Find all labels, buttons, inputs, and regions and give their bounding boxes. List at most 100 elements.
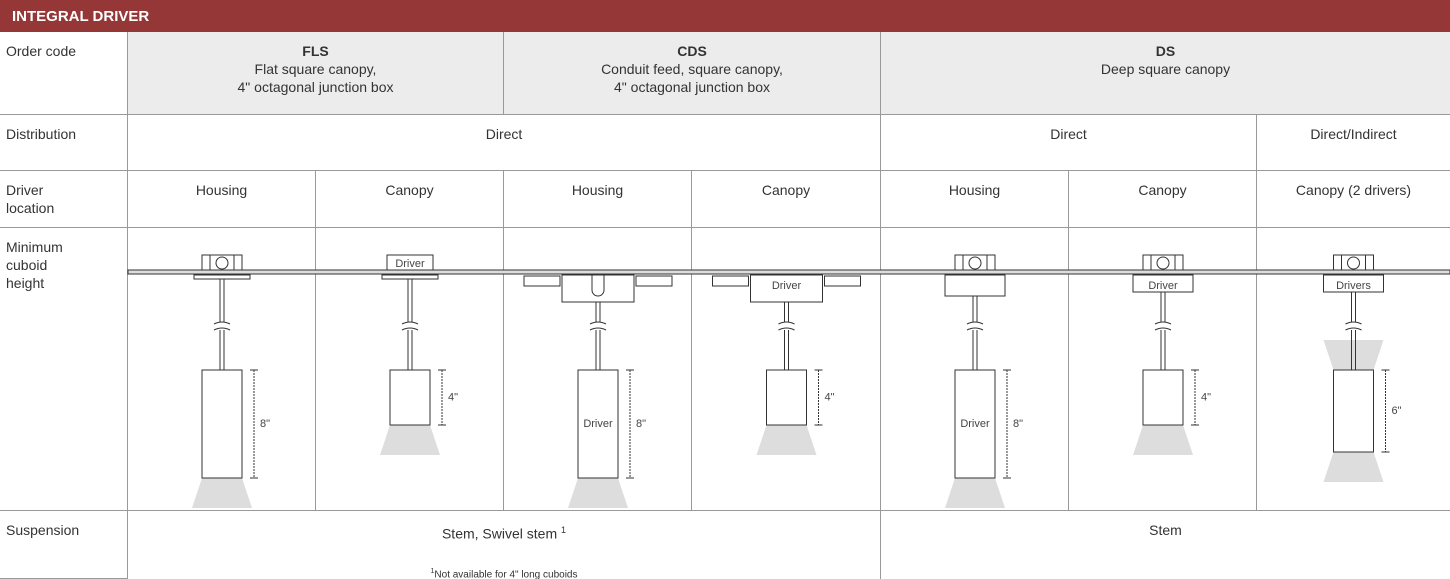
driver-location-cell: Housing xyxy=(128,171,316,228)
order-code: CDS xyxy=(677,43,707,59)
height-label: 4" xyxy=(825,391,835,403)
driver-location: Housing xyxy=(195,182,248,198)
distribution: Direct/Indirect xyxy=(1310,126,1397,142)
cuboid xyxy=(954,369,996,479)
stem-break xyxy=(967,322,983,330)
distribution-cell: Direct/Indirect xyxy=(1257,115,1450,171)
ceiling xyxy=(127,269,1450,275)
footnote-text: Not available for 4" long cuboids xyxy=(434,568,578,579)
driver-location-cell: Housing xyxy=(881,171,1069,228)
canopy-label: Drivers xyxy=(1336,280,1371,292)
canopy xyxy=(750,274,823,303)
suspension: Stem xyxy=(1149,522,1182,538)
footnote: 1Not available for 4" long cuboids xyxy=(128,563,880,579)
order-description: Flat square canopy, xyxy=(254,61,377,77)
break-mark xyxy=(589,321,607,331)
stem-break xyxy=(1155,322,1171,330)
footnote-mark: 1 xyxy=(561,525,567,535)
break-mark xyxy=(213,321,231,331)
height-label: 4" xyxy=(1201,391,1211,403)
row-label-cell: Distribution xyxy=(0,115,128,171)
order-code: FLS xyxy=(302,43,329,59)
distribution: Direct xyxy=(1050,126,1087,142)
light-cone xyxy=(1323,452,1384,482)
suspension-cell: Stem, Swivel stem 1 1Not available for 4… xyxy=(128,511,881,579)
cuboid xyxy=(766,369,807,426)
canopy-wing xyxy=(635,275,673,287)
distribution: Direct xyxy=(485,126,523,142)
order-code-cell: DS Deep square canopy xyxy=(881,32,1450,115)
stem-break xyxy=(1345,322,1362,330)
diagram-cell xyxy=(316,228,504,511)
driver-location: Housing xyxy=(948,182,1001,198)
diagram-cell xyxy=(504,228,692,511)
canopy-label: Driver xyxy=(772,280,802,292)
canopy-label: Driver xyxy=(395,258,425,270)
light-cone xyxy=(945,478,1005,508)
light-cone xyxy=(192,478,252,508)
canopy-wing xyxy=(824,275,861,287)
row-label-cell: Minimum cuboid height xyxy=(0,228,128,511)
cuboid xyxy=(201,369,243,479)
diagram-cell xyxy=(1069,228,1257,511)
stem-break xyxy=(778,322,795,330)
light-cone xyxy=(380,425,440,455)
canopy-driver xyxy=(386,254,434,271)
driver-location: Canopy xyxy=(761,182,811,198)
height-label: 8" xyxy=(260,418,270,430)
row-label-cell: Driver location xyxy=(0,171,128,228)
order-code-cell: CDS Conduit feed, square canopy, 4" octa… xyxy=(504,32,881,115)
canopy xyxy=(944,274,1006,297)
row-label: Driver location xyxy=(6,182,55,216)
break-mark xyxy=(1154,321,1172,331)
canopy-label: Driver xyxy=(1148,280,1178,292)
distribution-cell: Direct xyxy=(881,115,1257,171)
junction-box-hole xyxy=(968,256,982,270)
row-label: Minimum cuboid height xyxy=(6,239,63,291)
row-label-cell: Order code xyxy=(0,32,128,115)
driver-location-cell: Canopy (2 drivers) xyxy=(1257,171,1450,228)
height-label: 4" xyxy=(448,391,458,403)
break-mark xyxy=(778,321,795,331)
canopy-wing xyxy=(712,275,749,287)
canopy xyxy=(561,274,635,303)
order-description: 4" octagonal junction box xyxy=(614,79,770,95)
footnote-mark: 1 xyxy=(430,567,435,575)
canopy xyxy=(193,274,251,280)
driver-location-cell: Housing xyxy=(504,171,692,228)
driver-location-cell: Canopy xyxy=(692,171,881,228)
height-label: 8" xyxy=(636,418,646,430)
cuboid xyxy=(1142,369,1184,426)
order-description: 4" octagonal junction box xyxy=(237,79,394,95)
order-code-cell: FLS Flat square canopy, 4" octagonal jun… xyxy=(128,32,504,115)
break-mark xyxy=(401,321,419,331)
order-description: Conduit feed, square canopy, xyxy=(601,61,783,77)
driver-location: Canopy xyxy=(1138,182,1187,198)
row-label: Distribution xyxy=(6,126,77,142)
canopy xyxy=(381,274,439,280)
break-mark xyxy=(966,321,984,331)
cuboid-label: Driver xyxy=(960,418,990,430)
light-cone xyxy=(1323,340,1384,370)
row-label: Suspension xyxy=(6,522,80,538)
suspension-text: Stem, Swivel stem xyxy=(441,525,558,542)
driver-location-cell: Canopy xyxy=(1069,171,1257,228)
junction-box-hole xyxy=(1156,256,1170,270)
header-title: INTEGRAL DRIVER xyxy=(12,8,150,25)
driver-location: Canopy (2 drivers) xyxy=(1295,182,1412,198)
stem-break xyxy=(402,322,418,330)
order-description: Deep square canopy xyxy=(1100,61,1231,77)
diagram-cell xyxy=(128,228,316,511)
driver-location-cell: Canopy xyxy=(316,171,504,228)
cuboid xyxy=(389,369,431,426)
height-label: 8" xyxy=(1013,418,1023,430)
diagram-cell xyxy=(1257,228,1450,511)
light-cone xyxy=(756,425,817,455)
suspension-cell: Stem xyxy=(881,511,1450,579)
cuboid xyxy=(1333,369,1374,453)
junction-box-hole xyxy=(1347,256,1360,270)
junction-box-hole xyxy=(215,256,229,270)
canopy xyxy=(1132,274,1194,293)
